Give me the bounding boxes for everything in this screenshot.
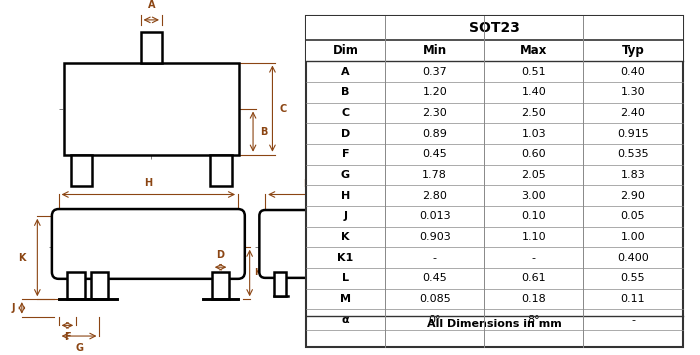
Text: -: - — [631, 315, 635, 325]
Text: J: J — [11, 303, 15, 313]
Text: All Dimensions in mm: All Dimensions in mm — [427, 320, 561, 329]
Text: M: M — [371, 268, 381, 278]
Text: 0.05: 0.05 — [621, 211, 645, 221]
Text: 0.400: 0.400 — [617, 253, 649, 263]
Text: L: L — [342, 273, 349, 283]
Text: 1.78: 1.78 — [422, 170, 447, 180]
Text: K: K — [18, 252, 26, 262]
Text: 0.903: 0.903 — [419, 232, 451, 242]
Text: H: H — [341, 191, 350, 201]
Text: 2.30: 2.30 — [422, 108, 447, 118]
Text: D: D — [341, 129, 350, 139]
Text: F: F — [64, 332, 71, 342]
Text: 0.51: 0.51 — [522, 67, 546, 77]
Text: 1.83: 1.83 — [621, 170, 645, 180]
Text: 2.80: 2.80 — [422, 191, 447, 201]
Text: 0.11: 0.11 — [621, 294, 645, 304]
Bar — [306, 16, 682, 346]
Text: 1.20: 1.20 — [422, 87, 447, 97]
Bar — [306, 16, 682, 40]
Bar — [212, 272, 230, 299]
Text: H: H — [144, 178, 153, 188]
Bar — [64, 62, 239, 155]
Bar — [327, 272, 339, 296]
Text: -: - — [433, 253, 437, 263]
Text: G: G — [341, 170, 350, 180]
Text: 3.00: 3.00 — [522, 191, 546, 201]
Text: B: B — [342, 87, 350, 97]
Text: 1.03: 1.03 — [522, 129, 546, 139]
Text: L: L — [303, 179, 309, 189]
Text: α: α — [367, 334, 374, 344]
Text: 0.013: 0.013 — [419, 211, 451, 221]
Text: 1.40: 1.40 — [522, 87, 546, 97]
Text: K: K — [342, 232, 350, 242]
Text: Dim: Dim — [332, 44, 358, 57]
Text: K1: K1 — [255, 268, 268, 278]
Bar — [306, 40, 682, 61]
Bar — [71, 155, 92, 186]
Text: 1.00: 1.00 — [621, 232, 645, 242]
Text: J: J — [344, 211, 347, 221]
Text: 0.37: 0.37 — [422, 67, 447, 77]
Text: G: G — [75, 343, 83, 353]
Text: 2.40: 2.40 — [620, 108, 645, 118]
Text: 0.085: 0.085 — [419, 294, 451, 304]
Text: 1.30: 1.30 — [621, 87, 645, 97]
Text: 2.05: 2.05 — [522, 170, 546, 180]
Text: K1: K1 — [337, 253, 354, 263]
Text: 0.45: 0.45 — [422, 273, 447, 283]
Text: SOT23: SOT23 — [469, 21, 519, 35]
Text: 2.50: 2.50 — [522, 108, 546, 118]
Circle shape — [307, 268, 384, 346]
FancyBboxPatch shape — [260, 210, 354, 278]
Text: 0°: 0° — [428, 315, 441, 325]
Text: 0.61: 0.61 — [522, 273, 546, 283]
Text: 0.18: 0.18 — [522, 294, 546, 304]
Text: 0.89: 0.89 — [422, 129, 447, 139]
Text: 0.60: 0.60 — [522, 149, 546, 159]
Text: 0.40: 0.40 — [621, 67, 645, 77]
Text: C: C — [279, 104, 286, 114]
Text: A: A — [148, 0, 155, 10]
Text: 0.55: 0.55 — [621, 273, 645, 283]
Text: 1.10: 1.10 — [522, 232, 546, 242]
Text: -: - — [532, 253, 536, 263]
Bar — [211, 155, 232, 186]
Text: 0.45: 0.45 — [422, 149, 447, 159]
Text: 0.915: 0.915 — [617, 129, 649, 139]
Text: 0.10: 0.10 — [522, 211, 546, 221]
Text: 8°: 8° — [528, 315, 540, 325]
Text: A: A — [341, 67, 350, 77]
Text: D: D — [216, 250, 225, 261]
Text: C: C — [342, 108, 349, 118]
Text: M: M — [340, 294, 351, 304]
FancyBboxPatch shape — [52, 209, 245, 279]
Text: Typ: Typ — [622, 44, 644, 57]
Bar — [67, 272, 85, 299]
Text: 2.90: 2.90 — [620, 191, 645, 201]
Text: Min: Min — [423, 44, 447, 57]
Text: F: F — [342, 149, 349, 159]
Text: 0.535: 0.535 — [617, 149, 649, 159]
Text: Max: Max — [520, 44, 547, 57]
Text: α: α — [342, 315, 349, 325]
Bar — [91, 272, 108, 299]
Bar — [274, 272, 286, 296]
Text: B: B — [260, 127, 267, 137]
Bar — [141, 32, 162, 62]
